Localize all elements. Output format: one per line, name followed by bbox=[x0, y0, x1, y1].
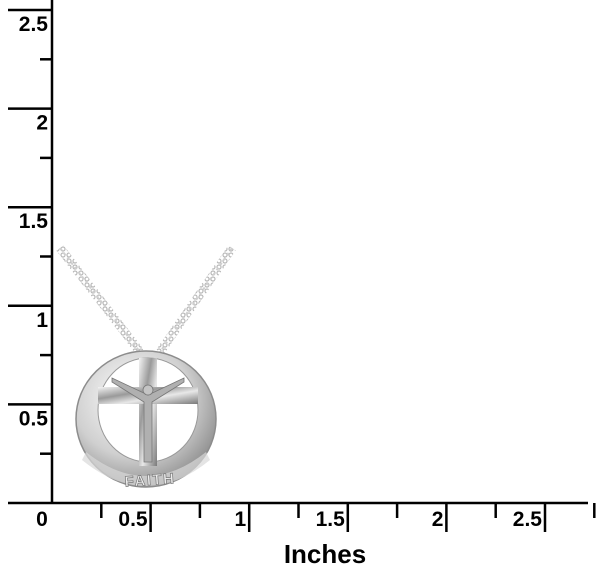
y-tick-label: 1.5 bbox=[19, 210, 49, 233]
chain-left-line bbox=[59, 247, 141, 353]
chain-right bbox=[156, 245, 236, 355]
engraving-faith: FAITH bbox=[124, 470, 176, 491]
y-tick-label: 2.5 bbox=[19, 13, 49, 36]
pendant-necklace: FAITH bbox=[56, 245, 236, 491]
ruler-labels: 0 0.5 1 1.5 2 2.5 0.5 1 1.5 2 2.5 bbox=[19, 13, 543, 531]
x-tick-label: 1.5 bbox=[316, 508, 346, 531]
ruler-ticks bbox=[8, 8, 596, 532]
crucifix-head bbox=[142, 384, 154, 396]
x-tick-label: 1 bbox=[235, 508, 247, 531]
pendant-bottom-band bbox=[82, 452, 210, 486]
x-tick-label: 0 bbox=[36, 508, 48, 531]
y-tick-label: 2 bbox=[36, 112, 48, 135]
x-tick-label: 2 bbox=[432, 508, 444, 531]
y-tick-label: 1 bbox=[36, 309, 48, 332]
y-tick-label: 0.5 bbox=[19, 407, 49, 430]
x-tick-label: 0.5 bbox=[118, 508, 148, 531]
unit-label: Inches bbox=[284, 539, 366, 569]
crucifix-figure bbox=[111, 377, 185, 463]
x-tick-label: 2.5 bbox=[513, 508, 543, 531]
